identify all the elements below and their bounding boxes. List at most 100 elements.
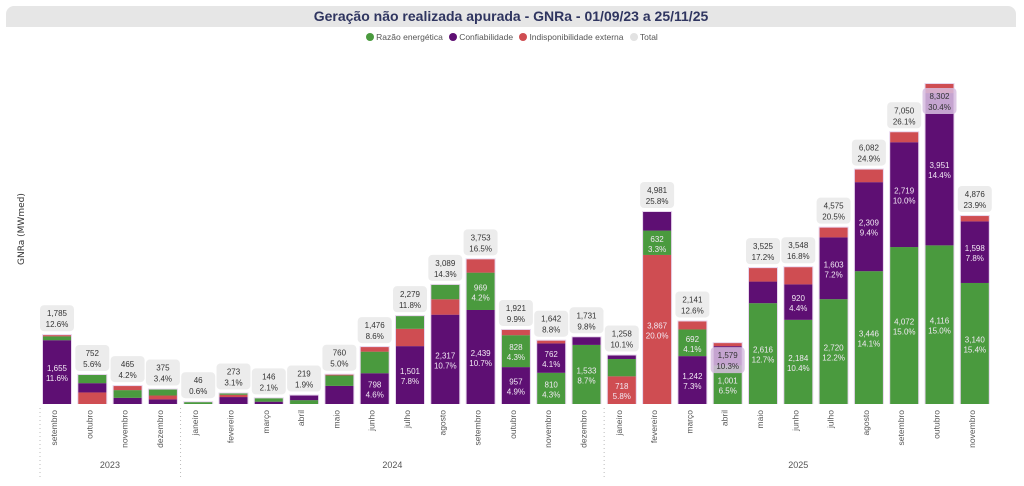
bar-segment[interactable] (431, 284, 460, 300)
bar-segment[interactable] (254, 398, 283, 402)
bar-segment[interactable] (537, 340, 566, 344)
bar-segment[interactable] (607, 355, 636, 359)
bar-segment[interactable] (396, 328, 424, 347)
bar-segment[interactable] (396, 316, 424, 329)
bar-segment[interactable] (678, 321, 707, 330)
total-pct-label: 1.9% (295, 381, 313, 390)
bar-segment[interactable] (960, 282, 989, 404)
month-tick-label: abril (296, 410, 306, 426)
bar-segment[interactable] (396, 346, 424, 404)
bar-segment[interactable] (219, 393, 248, 395)
bar-segment[interactable] (572, 344, 601, 404)
bar-segment[interactable] (148, 399, 177, 404)
legend-item-razao[interactable]: Razão energética (366, 32, 443, 42)
bar-segment[interactable] (819, 237, 848, 300)
bar-segment[interactable] (43, 335, 71, 337)
bar-segment[interactable] (78, 375, 107, 384)
total-label-box (851, 139, 886, 166)
bar-segment[interactable] (890, 132, 919, 143)
bar-segment[interactable] (960, 216, 989, 222)
bar-segment[interactable] (749, 268, 777, 282)
bar-segment[interactable] (678, 356, 707, 404)
bar-segment[interactable] (643, 212, 672, 231)
total-value-label: 752 (86, 349, 100, 358)
bar-segment[interactable] (360, 347, 389, 352)
segment-value-label: 810 (545, 380, 559, 389)
bar-segment[interactable] (925, 93, 954, 246)
bar-segment[interactable] (784, 319, 813, 404)
bar-segment[interactable] (466, 259, 495, 273)
bar-segment[interactable] (219, 394, 248, 398)
bar-segment[interactable] (113, 397, 142, 404)
bar-segment[interactable] (643, 254, 672, 404)
bar-segment[interactable] (148, 395, 177, 400)
bar-segment[interactable] (890, 247, 919, 404)
total-value-label: 3,548 (788, 241, 809, 250)
bar-segment[interactable] (713, 343, 742, 347)
total-pct-label: 12.6% (681, 306, 704, 315)
bar-segment[interactable] (819, 227, 848, 238)
segment-pct-label: 3.3% (648, 245, 666, 254)
bar-segment[interactable] (501, 367, 530, 404)
bar-segment[interactable] (749, 303, 777, 404)
bar-segment[interactable] (290, 395, 319, 401)
bar-segment[interactable] (854, 169, 883, 183)
bar-segment[interactable] (113, 390, 142, 398)
bar-segment[interactable] (148, 389, 177, 396)
segment-value-label: 957 (509, 378, 523, 387)
bar-segment[interactable] (960, 221, 989, 283)
bar-segment[interactable] (537, 343, 566, 373)
bar-segment[interactable] (854, 271, 883, 404)
bar-segment[interactable] (431, 299, 460, 315)
bar-segment[interactable] (784, 267, 813, 285)
bar-segment[interactable] (607, 376, 636, 404)
bar-segment[interactable] (43, 340, 71, 404)
bar-segment[interactable] (325, 375, 354, 386)
bar-segment[interactable] (360, 373, 389, 404)
bar-segment[interactable] (501, 335, 530, 368)
bar-segment[interactable] (43, 336, 71, 341)
segment-value-label: 2,309 (859, 219, 880, 228)
total-value-label: 3,525 (753, 242, 774, 251)
year-tick-label: 2025 (788, 460, 808, 470)
bar-segment[interactable] (219, 397, 248, 404)
month-tick-label: junho (367, 410, 377, 432)
segment-pct-label: 15.4% (963, 345, 986, 354)
bar-segment[interactable] (325, 385, 354, 404)
month-tick-label: julho (826, 410, 836, 429)
bar-segment[interactable] (501, 329, 530, 336)
bar-segment[interactable] (360, 351, 389, 374)
bar-segment[interactable] (431, 314, 460, 404)
bar-segment[interactable] (254, 401, 283, 404)
total-pct-label: 26.1% (893, 117, 916, 126)
bar-segment[interactable] (607, 358, 636, 377)
bar-segment[interactable] (925, 245, 954, 404)
bar-segment[interactable] (113, 386, 142, 391)
legend-item-indisponibilidade[interactable]: Indisponibilidade externa (519, 32, 623, 42)
bar-segment[interactable] (290, 400, 319, 404)
bar-segment[interactable] (819, 299, 848, 404)
total-pct-label: 24.9% (858, 155, 881, 164)
legend-item-confiabilidade[interactable]: Confiabilidade (449, 32, 513, 42)
bar-segment[interactable] (78, 383, 107, 393)
bar-segment[interactable] (854, 182, 883, 272)
year-tick-label: 2023 (100, 460, 120, 470)
bar-segment[interactable] (466, 272, 495, 310)
segment-pct-label: 14.4% (928, 171, 951, 180)
total-label-box (40, 305, 74, 332)
legend-item-total[interactable]: Total (629, 32, 658, 42)
bar-segment[interactable] (678, 329, 707, 357)
segment-pct-label: 15.0% (928, 327, 951, 336)
segment-value-label: 969 (474, 283, 488, 292)
bar-segment[interactable] (325, 374, 354, 376)
bar-segment[interactable] (184, 402, 213, 404)
bar-segment[interactable] (643, 230, 672, 255)
bar-segment[interactable] (749, 281, 777, 304)
bar-segment[interactable] (784, 284, 813, 320)
bar-segment[interactable] (466, 309, 495, 404)
segment-pct-label: 7.8% (966, 254, 984, 263)
bar-segment[interactable] (78, 392, 107, 404)
bar-segment[interactable] (890, 142, 919, 248)
bar-segment[interactable] (537, 372, 566, 404)
bar-segment[interactable] (572, 337, 601, 345)
